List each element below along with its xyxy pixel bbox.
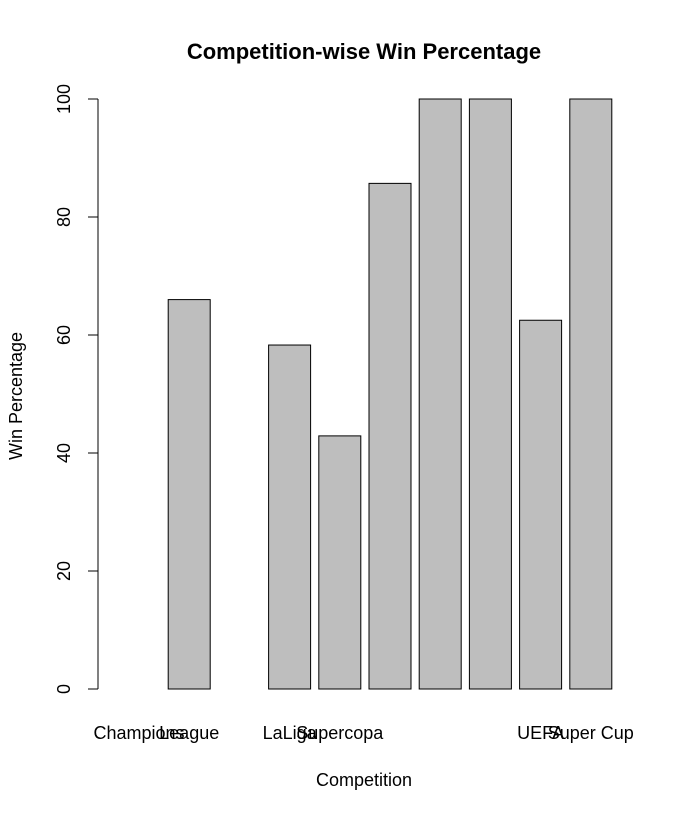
bar [368,182,412,690]
y-tick-label: 100 [54,84,74,114]
bar [468,98,512,690]
bar [519,319,563,690]
y-tick-label: 80 [54,207,74,227]
bars-group [167,98,613,690]
x-axis-label: Competition [316,770,412,790]
chart-title: Competition-wise Win Percentage [187,39,541,64]
bar [167,299,211,690]
y-tick-label: 40 [54,443,74,463]
x-tick-label: Supercopa [296,723,384,743]
x-tick-label: UEFA [517,723,564,743]
x-tick-label: League [159,723,219,743]
bar [418,98,462,690]
bar [569,98,613,690]
y-axis-label: Win Percentage [6,332,26,460]
y-tick-label: 0 [54,684,74,694]
x-tick-label: Super Cup [548,723,634,743]
x-tick-label: LaLiga [263,723,318,743]
y-tick-label: 60 [54,325,74,345]
y-axis: 0 20 40 60 80 100 [54,84,99,694]
bar [268,344,312,690]
y-tick-label: 20 [54,561,74,581]
bar [318,435,362,690]
x-tick-label: Champions [93,723,184,743]
